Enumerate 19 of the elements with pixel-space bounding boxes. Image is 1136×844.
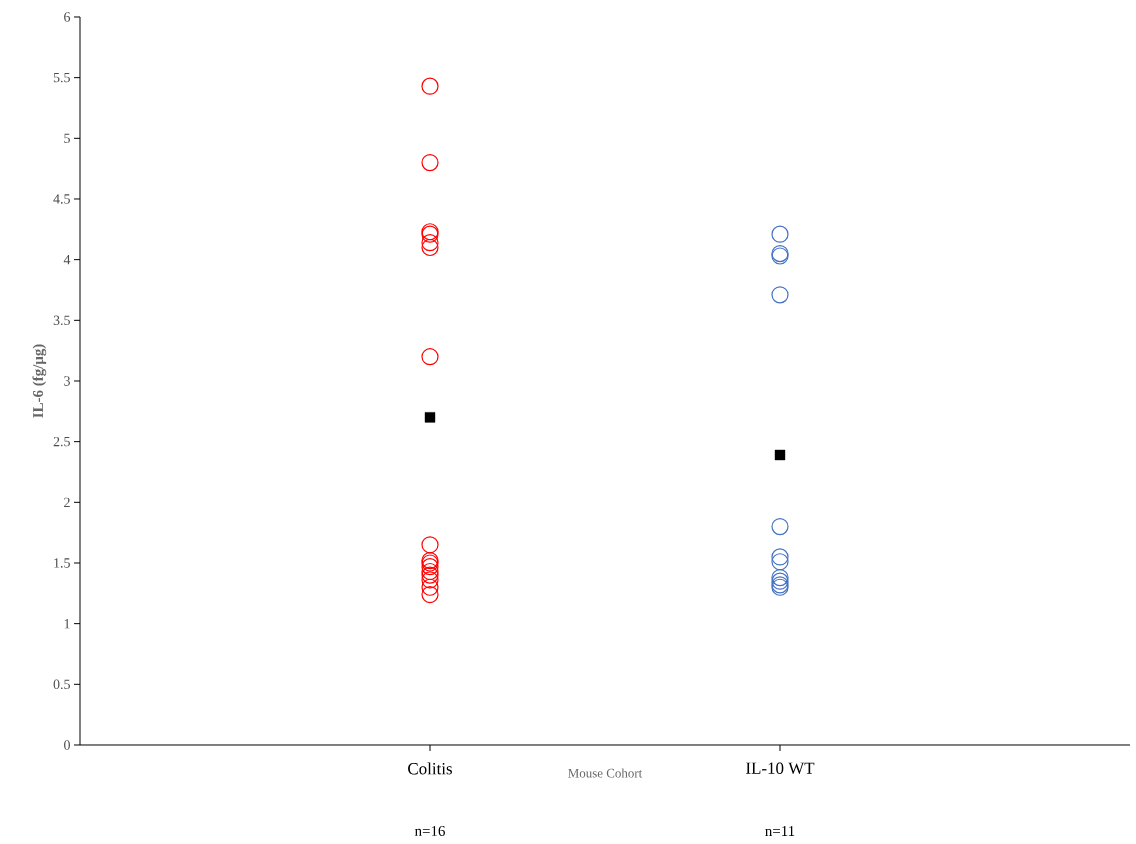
x-axis-title: Mouse Cohort [568,768,643,778]
y-axis-title: IL-6 (fg/μg) [32,344,47,418]
x-tick-label: Colitis [408,762,452,775]
y-tick-label: 3.5 [53,315,70,326]
y-tick-label: 6 [64,12,71,22]
y-tick-label: 1.5 [54,558,70,568]
y-tick-label: 0 [64,740,70,750]
y-tick-label: 2.5 [53,436,70,447]
y-tick-label: 5 [64,133,70,143]
y-tick-label: 1 [64,619,70,629]
y-tick-label: 4 [63,255,71,265]
y-tick-label: 4.5 [53,194,70,204]
y-tick-label: 0.5 [53,679,70,690]
x-tick-label: IL-10 WT [746,762,815,775]
y-tick-label: 2 [64,497,70,507]
text: n=16 [414,825,445,836]
text: n=11 [765,826,795,836]
y-tick-label: 3 [64,376,70,386]
y-tick-label: 5.5 [53,72,70,83]
